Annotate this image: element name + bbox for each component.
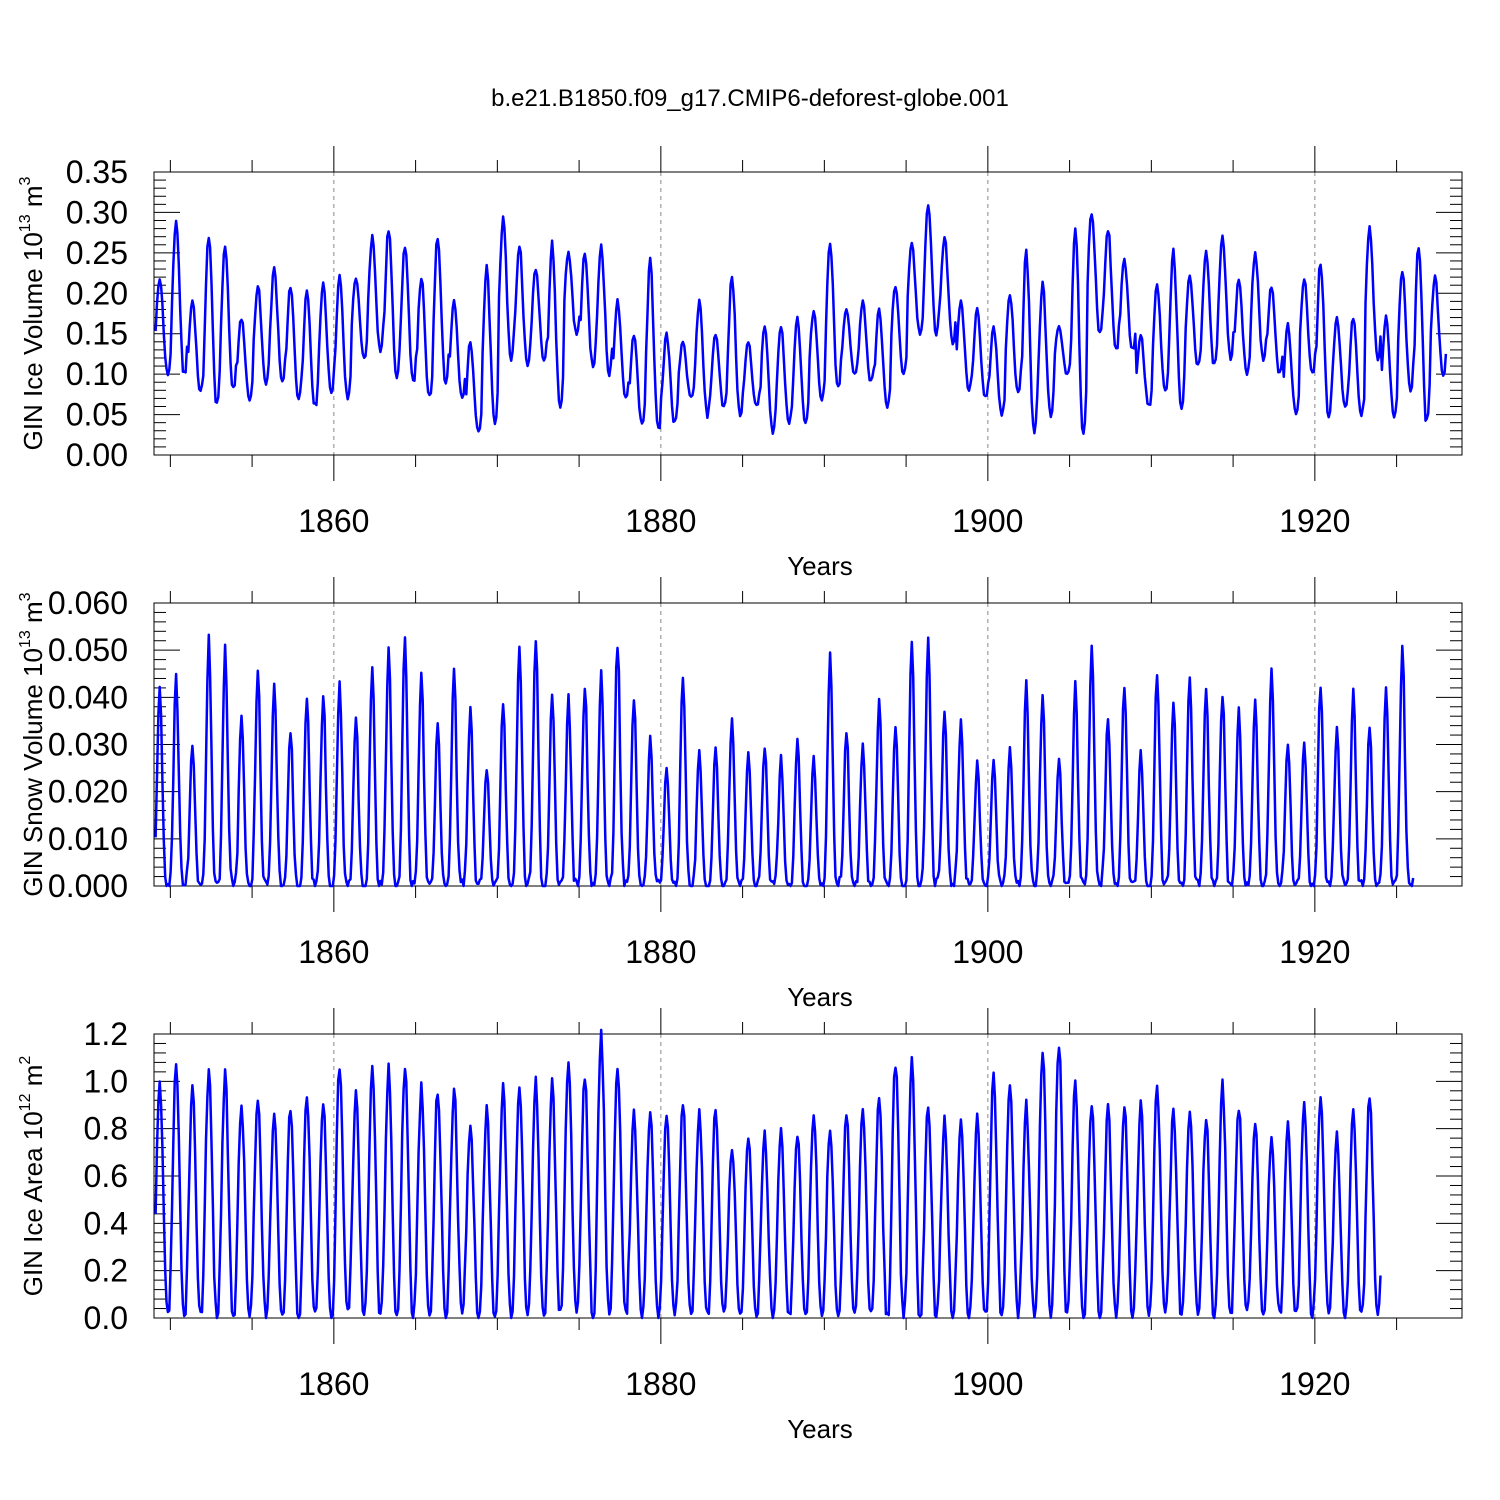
y-tick-label: 0.30 <box>66 194 128 230</box>
chart-panels: 1860 1880 1900 1920 0.00 0.05 0.10 0.15 0.20 0.25… <box>17 146 1463 1444</box>
y-axis-title-exponent: 13 <box>17 630 34 648</box>
x-tick-label: 1920 <box>1279 1366 1350 1402</box>
y-axis-title: GIN Ice Volume 1013 m3 <box>17 176 48 450</box>
chart-panel-1: 1860 1880 1900 1920 0.00 0.05 0.10 0.15 0.20 0.25… <box>17 146 1463 581</box>
y-axis-title-main: GIN Ice Volume 10 <box>18 232 48 450</box>
y-tick-label: 0.15 <box>66 316 128 352</box>
y-tick-label: 1.0 <box>84 1063 128 1099</box>
x-axis-title: Years <box>787 1414 853 1444</box>
x-tick-label: 1880 <box>625 934 696 970</box>
chart-panel-3: 1860 1880 1900 1920 0.0 0.2 0.4 0.6 0.8 1.0 1.2 Yea… <box>17 1008 1463 1444</box>
x-tick-label: 1880 <box>625 503 696 539</box>
y-tick-label: 0.10 <box>66 356 128 392</box>
x-tick-label: 1860 <box>298 934 369 970</box>
data-series-line <box>154 1028 1382 1320</box>
y-axis-title-unit-exponent: 3 <box>17 176 34 185</box>
y-axis-title-main: GIN Snow Volume 10 <box>18 648 48 897</box>
y-tick-label: 1.2 <box>84 1016 128 1052</box>
y-tick-label: 0.050 <box>48 632 128 668</box>
y-tick-label: 0.05 <box>66 397 128 433</box>
plot-frame <box>153 171 1463 456</box>
y-axis-title-unit: m <box>18 1065 48 1094</box>
y-tick-label: 0.030 <box>48 727 128 763</box>
x-axis-title: Years <box>787 982 853 1012</box>
y-axis-title-unit-exponent: 2 <box>17 1056 34 1065</box>
y-axis-title-unit: m <box>18 601 48 630</box>
y-tick-label: 0.010 <box>48 821 128 857</box>
y-tick-label: 0.25 <box>66 235 128 271</box>
y-axis-title-exponent: 13 <box>17 214 34 232</box>
y-tick-label: 0.00 <box>66 437 128 473</box>
y-axis-title-main: GIN Ice Area 10 <box>18 1111 48 1296</box>
y-tick-label: 0.060 <box>48 585 128 621</box>
y-tick-label: 0.6 <box>84 1158 128 1194</box>
y-axis-title-exponent: 12 <box>17 1093 34 1111</box>
y-tick-label: 0.020 <box>48 774 128 810</box>
x-tick-label: 1860 <box>298 1366 369 1402</box>
y-tick-label: 0.20 <box>66 275 128 311</box>
y-tick-label: 0.2 <box>84 1253 128 1289</box>
chart-panel-2: 1860 1880 1900 1920 0.000 0.010 0.020 0.030 0.04… <box>17 577 1463 1012</box>
y-tick-label: 0.4 <box>84 1205 128 1241</box>
y-axis-title-unit: m <box>18 185 48 214</box>
y-tick-label: 0.8 <box>84 1111 128 1147</box>
x-axis-title: Years <box>787 551 853 581</box>
y-tick-label: 0.0 <box>84 1300 128 1336</box>
y-axis-title: GIN Snow Volume 1013 m3 <box>17 592 48 896</box>
y-axis-title: GIN Ice Area 1012 m2 <box>17 1056 48 1297</box>
data-series-line <box>154 633 1415 888</box>
y-tick-label: 0.35 <box>66 154 128 190</box>
x-tick-label: 1900 <box>952 934 1023 970</box>
y-axis-title-unit-exponent: 3 <box>17 592 34 601</box>
x-tick-label: 1920 <box>1279 934 1350 970</box>
y-tick-label: 0.000 <box>48 868 128 904</box>
x-tick-label: 1900 <box>952 503 1023 539</box>
x-tick-label: 1920 <box>1279 503 1350 539</box>
figure-title: b.e21.B1850.f09_g17.CMIP6-deforest-globe… <box>491 85 1009 112</box>
data-series-line <box>154 204 1448 436</box>
x-tick-label: 1860 <box>298 503 369 539</box>
x-tick-label: 1880 <box>625 1366 696 1402</box>
y-tick-label: 0.040 <box>48 679 128 715</box>
x-tick-label: 1900 <box>952 1366 1023 1402</box>
